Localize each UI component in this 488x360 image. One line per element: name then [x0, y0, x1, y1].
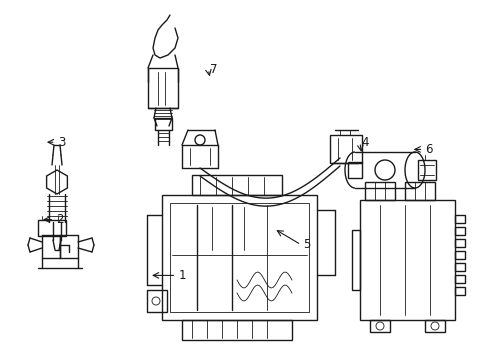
Bar [454, 227, 464, 235]
Bar [454, 215, 464, 223]
Bar [329, 135, 361, 163]
Bar [424, 320, 444, 332]
Bar [192, 175, 282, 195]
Text: 7: 7 [210, 63, 217, 76]
Text: 3: 3 [58, 136, 65, 149]
Bar [454, 275, 464, 283]
Bar [170, 203, 308, 312]
Text: 1: 1 [178, 269, 185, 282]
Bar [454, 287, 464, 295]
Text: 5: 5 [303, 238, 310, 251]
Bar [347, 162, 361, 178]
Text: 6: 6 [425, 143, 432, 156]
Text: 4: 4 [361, 136, 368, 149]
Bar [182, 320, 291, 340]
Bar [454, 251, 464, 259]
Bar [148, 68, 178, 108]
Bar [417, 160, 435, 180]
Bar [454, 263, 464, 271]
Bar [404, 182, 434, 200]
Bar [359, 200, 454, 320]
Bar [369, 320, 389, 332]
Text: 2: 2 [56, 213, 63, 226]
Bar [364, 182, 394, 200]
Bar [147, 290, 167, 312]
Bar [162, 195, 316, 320]
Bar [454, 239, 464, 247]
Bar [155, 118, 172, 130]
Bar [351, 230, 359, 290]
Bar [38, 220, 66, 236]
